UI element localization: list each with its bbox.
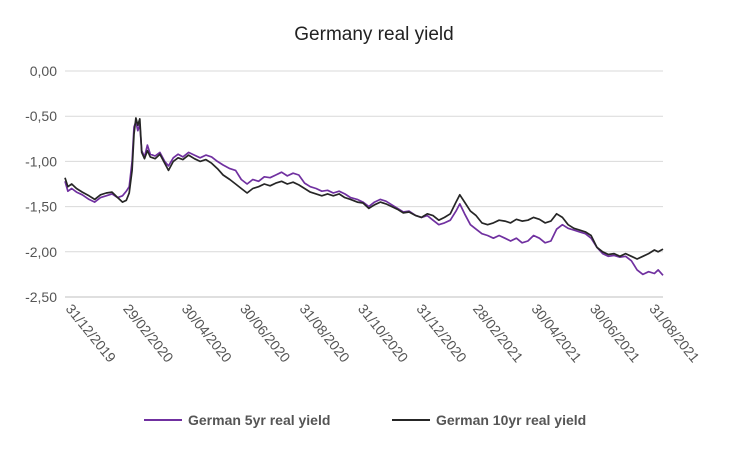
x-axis-ticks: 31/12/2019 29/02/2020 30/04/2020 30/06/2020… (63, 301, 703, 366)
series-lines (64, 117, 664, 276)
legend: German 5yr real yield German 10yr real yi… (144, 412, 586, 428)
x-tick-label: 31/10/2020 (355, 301, 412, 366)
gridlines (65, 70, 663, 298)
x-tick-label: 30/06/2020 (237, 301, 294, 366)
x-tick-label: 30/06/2021 (587, 301, 644, 366)
x-tick-label: 31/12/2019 (63, 301, 120, 366)
y-tick-label: -0,50 (25, 108, 57, 124)
x-tick-label: 31/08/2021 (646, 301, 703, 366)
legend-label: German 10yr real yield (436, 412, 586, 428)
x-tick-label: 29/02/2020 (120, 301, 177, 366)
x-tick-label: 31/08/2020 (297, 301, 354, 366)
x-tick-label: 28/02/2021 (470, 301, 527, 366)
y-tick-label: -2,00 (25, 244, 57, 260)
chart-title: Germany real yield (294, 24, 453, 45)
legend-label: German 5yr real yield (188, 412, 330, 428)
y-tick-label: -1,50 (25, 199, 57, 215)
x-tick-label: 30/04/2021 (528, 301, 585, 366)
y-tick-label: 0,00 (30, 63, 57, 79)
y-tick-label: -2,50 (25, 289, 57, 305)
y-tick-label: -1,00 (25, 153, 57, 169)
y-axis-ticks: 0,00 -0,50 -1,00 -1,50 -2,00 -2,50 (25, 63, 57, 305)
x-tick-label: 30/04/2020 (179, 301, 236, 366)
x-tick-label: 31/12/2020 (413, 301, 470, 366)
series-line-1 (64, 117, 664, 260)
